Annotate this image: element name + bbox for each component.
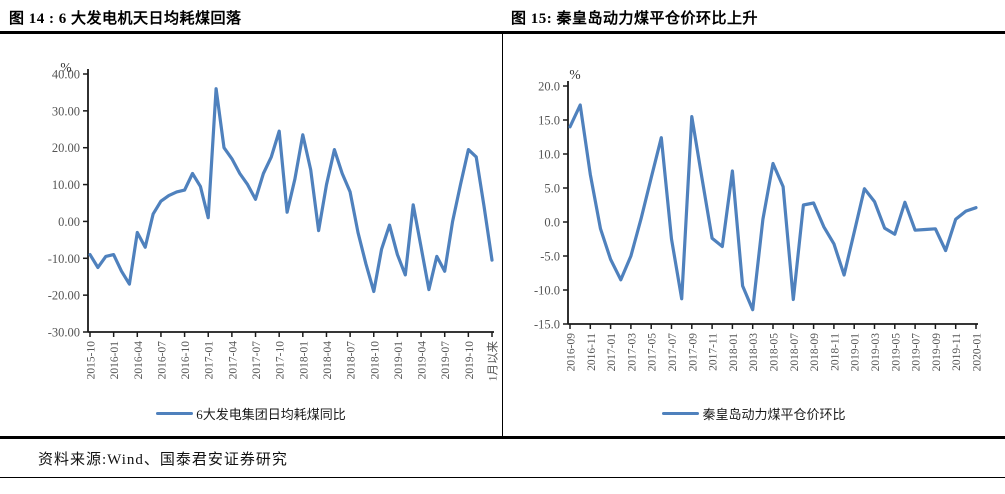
svg-text:2017-11: 2017-11 [708, 333, 720, 371]
svg-text:2016-11: 2016-11 [586, 333, 598, 371]
svg-text:0.00: 0.00 [58, 215, 80, 229]
figure-14-title: 图 14 : 6 大发电机天日均耗煤回落 [9, 11, 242, 27]
svg-text:%: % [569, 67, 580, 82]
bottom-rule [0, 477, 1005, 478]
svg-text:2017-10: 2017-10 [275, 341, 287, 380]
svg-text:2017-07: 2017-07 [667, 333, 679, 372]
svg-text:2018-10: 2018-10 [369, 341, 381, 380]
svg-text:2019-05: 2019-05 [890, 333, 902, 372]
legend-line-swatch [662, 412, 700, 415]
svg-text:-10.0: -10.0 [534, 284, 560, 298]
svg-text:2019-10: 2019-10 [464, 341, 476, 380]
svg-text:2015-10: 2015-10 [86, 341, 98, 380]
svg-text:2018-01: 2018-01 [728, 333, 740, 372]
svg-text:-20.00: -20.00 [48, 289, 80, 303]
svg-text:2017-07: 2017-07 [251, 341, 263, 380]
svg-text:2019-07: 2019-07 [440, 341, 452, 380]
footer: 资料来源:Wind、国泰君安证券研究 [0, 436, 1005, 478]
coal-consumption-line-chart: 40.00 30.00 20.00 10.00 0.00 -10.00 -20.00 -30.… [48, 60, 500, 382]
svg-text:20.0: 20.0 [538, 80, 560, 94]
svg-text:2017-04: 2017-04 [227, 341, 239, 380]
svg-text:10.0: 10.0 [538, 148, 560, 162]
svg-text:2017-03: 2017-03 [626, 333, 638, 372]
svg-text:2018-07: 2018-07 [346, 341, 358, 380]
svg-text:2018-07: 2018-07 [789, 333, 801, 372]
svg-text:2019-04: 2019-04 [417, 341, 429, 380]
svg-text:2017-09: 2017-09 [687, 333, 699, 372]
svg-text:-15.0: -15.0 [534, 318, 560, 332]
svg-text:15.0: 15.0 [538, 114, 560, 128]
svg-text:2016-07: 2016-07 [156, 341, 168, 380]
source-note: 资料来源:Wind、国泰君安证券研究 [38, 452, 288, 468]
legend-coal-consumption: 6大发电集团日均耗煤同比 [0, 404, 502, 423]
svg-text:-30.00: -30.00 [48, 326, 80, 340]
svg-text:2018-01: 2018-01 [298, 341, 310, 380]
svg-text:20.00: 20.00 [52, 141, 80, 155]
svg-text:2016-01: 2016-01 [109, 341, 121, 380]
svg-text:2016-09: 2016-09 [566, 333, 578, 372]
svg-text:5.0: 5.0 [544, 182, 560, 196]
svg-text:1月以来: 1月以来 [487, 341, 500, 382]
charts-region: 40.00 30.00 20.00 10.00 0.00 -10.00 -20.00 -30.… [0, 34, 1005, 436]
svg-text:2019-09: 2019-09 [931, 333, 943, 372]
svg-text:%: % [60, 60, 71, 75]
svg-text:2019-11: 2019-11 [951, 333, 963, 371]
figure-title-row: 图 14 : 6 大发电机天日均耗煤回落 图 15: 秦皇岛动力煤平仓价环比上升 [0, 0, 1005, 34]
svg-text:2017-05: 2017-05 [647, 333, 659, 372]
svg-text:2020-01: 2020-01 [972, 333, 984, 372]
svg-text:2019-01: 2019-01 [850, 333, 862, 372]
svg-text:10.00: 10.00 [52, 178, 80, 192]
legend-label: 秦皇岛动力煤平仓价环比 [702, 407, 846, 422]
svg-text:-10.00: -10.00 [48, 252, 80, 266]
svg-text:2018-05: 2018-05 [769, 333, 781, 372]
svg-text:2016-04: 2016-04 [133, 341, 145, 380]
svg-text:2017-01: 2017-01 [204, 341, 216, 380]
svg-text:2018-09: 2018-09 [809, 333, 821, 372]
svg-text:2019-07: 2019-07 [911, 333, 923, 372]
legend-label: 6大发电集团日均耗煤同比 [196, 407, 346, 422]
svg-text:30.00: 30.00 [52, 104, 80, 118]
chart-panel-coal-price: 20.0 15.0 10.0 5.0 0.0 -5.0 -10.0 -15.0 2016-09 2… [502, 34, 1005, 436]
svg-text:2017-01: 2017-01 [606, 333, 618, 372]
svg-text:40.00: 40.00 [52, 68, 80, 82]
chart-panel-coal-consumption: 40.00 30.00 20.00 10.00 0.00 -10.00 -20.00 -30.… [0, 34, 502, 436]
legend-line-swatch [156, 412, 194, 415]
legend-coal-price: 秦皇岛动力煤平仓价环比 [503, 404, 1005, 423]
figure-15-title: 图 15: 秦皇岛动力煤平仓价环比上升 [511, 11, 758, 27]
svg-text:2018-03: 2018-03 [748, 333, 760, 372]
svg-text:2018-11: 2018-11 [829, 333, 841, 371]
svg-text:0.0: 0.0 [544, 216, 560, 230]
svg-text:2016-10: 2016-10 [180, 341, 192, 380]
svg-text:2018-04: 2018-04 [322, 341, 334, 380]
svg-text:2019-03: 2019-03 [870, 333, 882, 372]
svg-text:-5.0: -5.0 [540, 250, 560, 264]
coal-price-line-chart: 20.0 15.0 10.0 5.0 0.0 -5.0 -10.0 -15.0 2016-09 2… [534, 67, 984, 372]
svg-text:2019-01: 2019-01 [393, 341, 405, 380]
